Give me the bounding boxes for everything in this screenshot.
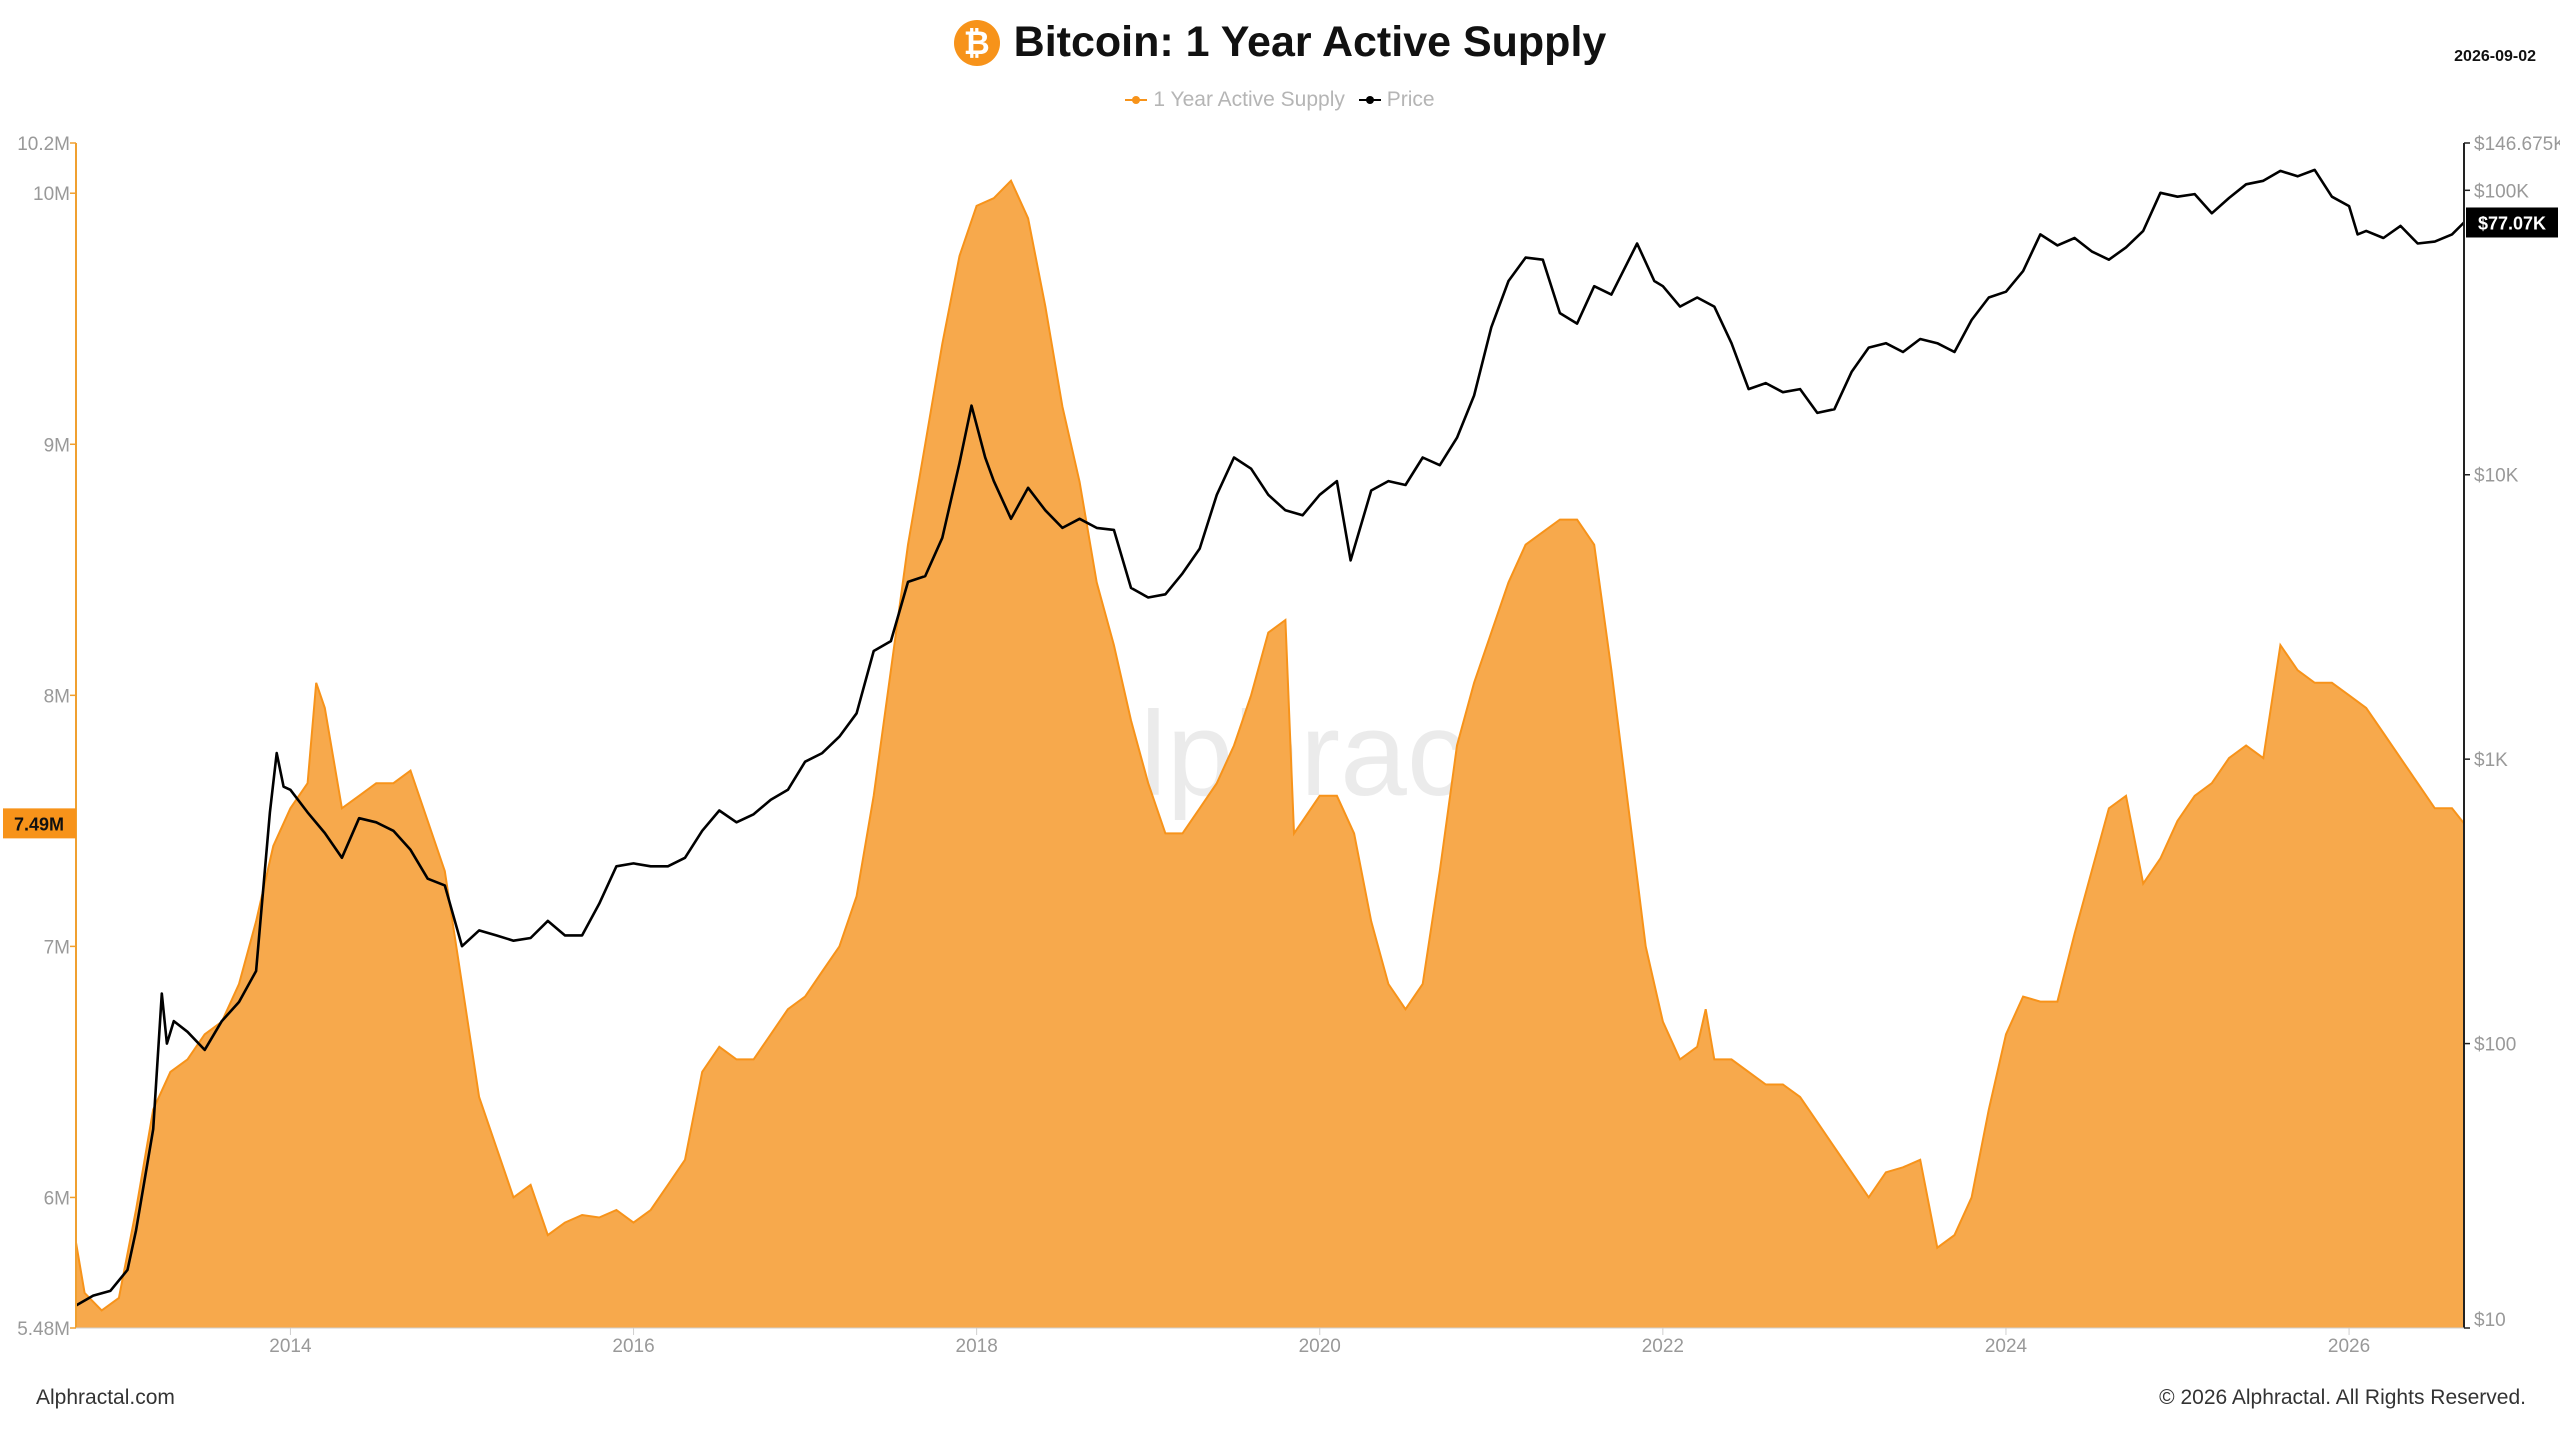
legend-item-price[interactable]: Price (1358, 88, 1435, 112)
right-tick-label: $100K (2474, 181, 2529, 202)
x-tick-label: 2020 (1299, 1336, 1341, 1357)
left-tick-label: 7M (44, 937, 70, 958)
bitcoin-logo-icon: ₿ (953, 19, 1000, 66)
left-tick-label: 6M (44, 1188, 70, 1209)
left-tick-label: 9M (44, 435, 70, 456)
title-row: ₿ Bitcoin: 1 Year Active Supply (0, 18, 2560, 67)
active-supply-line (75, 178, 2465, 1312)
legend-swatch-active-supply-icon (1125, 94, 1148, 106)
active-supply-area (76, 180, 2464, 1329)
chart-title: Bitcoin: 1 Year Active Supply (1013, 18, 1607, 66)
right-tick-label: $10K (2474, 466, 2519, 487)
legend-swatch-price-icon (1358, 94, 1381, 106)
price-line (75, 168, 2465, 1307)
supply-badge-box (3, 808, 76, 839)
legend-item-active-supply[interactable]: 1 Year Active Supply (1125, 88, 1345, 112)
left-tick-label: 10.2M (17, 134, 70, 155)
left-tick-label: 10M (33, 184, 70, 205)
chart-legend: 1 Year Active Supply Price (0, 88, 2560, 112)
price-badge-box (2466, 207, 2558, 238)
x-axis-ticks: 2014 2016 2018 2020 2022 2024 2026 (269, 1328, 2370, 1357)
x-tick-label: 2024 (1985, 1336, 2028, 1357)
x-tick-label: 2026 (2328, 1336, 2370, 1357)
right-tick-label: $1K (2474, 750, 2508, 771)
legend-label-active-supply: 1 Year Active Supply (1153, 88, 1345, 111)
current-supply-badge: 7.49M (3, 808, 76, 839)
right-axis-ticks: $146.675K $100K $10K $1K $100 $10 (2464, 134, 2560, 1331)
chart-date: 2026-09-02 (2454, 48, 2536, 65)
supply-badge-label: 7.49M (14, 814, 64, 834)
left-tick-label: 8M (44, 686, 70, 707)
legend-label-price: Price (1386, 88, 1435, 111)
current-price-badge: $77.07K (2466, 207, 2558, 238)
x-tick-label: 2018 (956, 1336, 998, 1357)
x-tick-label: 2022 (1642, 1336, 1684, 1357)
x-tick-label: 2016 (612, 1336, 654, 1357)
left-tick-label: 5.48M (17, 1319, 70, 1340)
left-axis-ticks: 10.2M 10M 9M 8M 7M 6M 5.48M (17, 134, 76, 1340)
right-tick-label: $146.675K (2474, 134, 2560, 155)
right-tick-label: $10 (2474, 1310, 2506, 1331)
title-group: ₿ Bitcoin: 1 Year Active Supply (953, 18, 1607, 67)
price-badge-label: $77.07K (2478, 213, 2546, 233)
right-tick-label: $100 (2474, 1035, 2516, 1056)
x-tick-label: 2014 (269, 1336, 312, 1357)
chart-header: ₿ Bitcoin: 1 Year Active Supply 2026-09-… (0, 18, 2560, 78)
footer-site[interactable]: Alphractal.com (36, 1386, 175, 1409)
footer-copyright: © 2026 Alphractal. All Rights Reserved. (2159, 1386, 2526, 1409)
